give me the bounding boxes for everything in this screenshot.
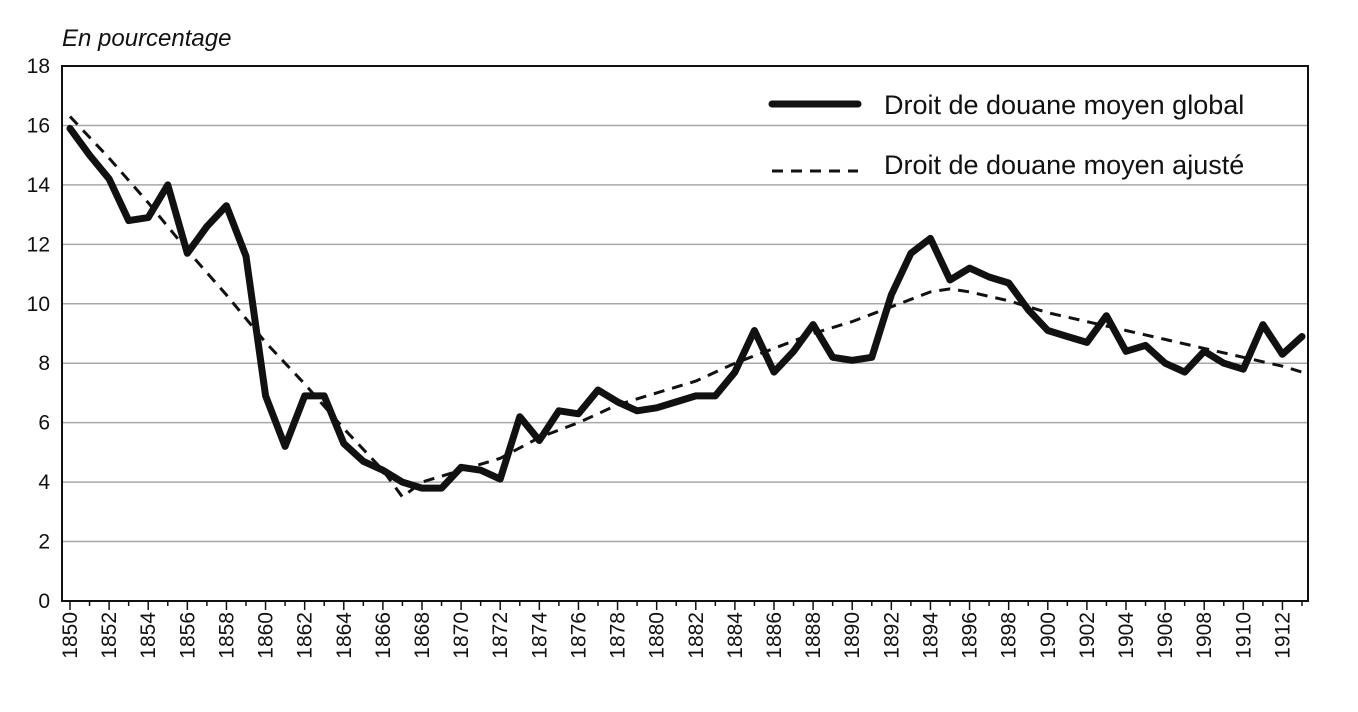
- x-tick-label: 1894: [919, 612, 942, 659]
- legend-label: Droit de douane moyen ajusté: [884, 150, 1244, 180]
- series-line-global-tariff: [66, 124, 1306, 492]
- x-tick-label: 1896: [959, 612, 982, 659]
- y-tick-label: 12: [27, 233, 50, 256]
- y-tick-label: 8: [38, 352, 50, 375]
- x-tick-label: 1856: [176, 612, 199, 659]
- x-tick-label: 1884: [724, 612, 747, 659]
- plot-area-frame: [61, 65, 1309, 602]
- y-tick-label: 16: [27, 114, 50, 137]
- x-tick-label: 1912: [1271, 612, 1294, 659]
- x-tick-label: 1904: [1115, 612, 1138, 659]
- x-tick-label: 1882: [685, 612, 708, 659]
- x-tick-label: 1860: [255, 612, 278, 659]
- x-tick-label: 1864: [333, 612, 356, 659]
- x-tick-label: 1910: [1232, 612, 1255, 659]
- y-axis-title: En pourcentage: [62, 25, 231, 52]
- x-tick-label: 1880: [646, 612, 669, 659]
- x-tick-label: 1872: [489, 612, 512, 659]
- x-tick-label: 1858: [215, 612, 238, 659]
- x-tick-label: 1876: [567, 612, 590, 659]
- y-tick-label: 4: [38, 471, 50, 494]
- y-tick-label: 18: [27, 55, 50, 78]
- x-tick-label: 1902: [1076, 612, 1099, 659]
- y-tick-label: 14: [27, 174, 51, 197]
- x-tick-label: 1906: [1154, 612, 1177, 659]
- x-tick-label: 1890: [841, 612, 864, 659]
- x-tick-label: 1892: [880, 612, 903, 659]
- x-tick-label: 1854: [137, 612, 160, 659]
- x-tick-label: 1898: [998, 612, 1021, 659]
- x-tick-label: 1900: [1037, 612, 1060, 659]
- series-line-adjusted-tariff: [68, 115, 1303, 500]
- x-tick-label: 1868: [411, 612, 434, 659]
- y-tick-label: 0: [38, 590, 50, 613]
- x-tick-label: 1874: [528, 612, 551, 659]
- x-tick-label: 1888: [802, 612, 825, 659]
- x-tick-label: 1878: [607, 612, 630, 659]
- x-tick-label: 1866: [372, 612, 395, 659]
- x-tick-label: 1850: [59, 612, 82, 659]
- x-tick-label: 1862: [294, 612, 317, 659]
- x-tick-label: 1908: [1193, 612, 1216, 659]
- x-tick-label: 1852: [98, 612, 121, 659]
- y-tick-label: 6: [38, 412, 50, 435]
- x-tick-label: 1886: [763, 612, 786, 659]
- y-tick-label: 2: [38, 531, 50, 554]
- y-tick-label: 10: [27, 293, 50, 316]
- x-tick-label: 1870: [450, 612, 473, 659]
- legend-label: Droit de douane moyen global: [884, 90, 1244, 120]
